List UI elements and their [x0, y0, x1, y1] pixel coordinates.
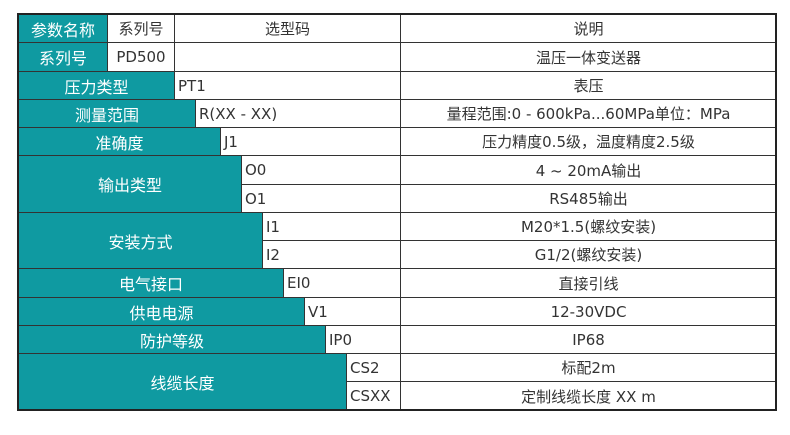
header-code: 选型码: [174, 14, 401, 43]
param-range: 测量范围: [18, 99, 196, 128]
param-power: 供电电源: [18, 297, 305, 326]
code-cable-cs2: CS2: [346, 353, 401, 382]
desc-electrical: 直接引线: [400, 268, 777, 298]
code-power: V1: [304, 297, 401, 326]
code-electrical: EI0: [283, 268, 401, 298]
empty-cell: [174, 42, 401, 72]
param-pressure-type: 压力类型: [18, 71, 175, 100]
param-output-type: 输出类型: [18, 155, 242, 213]
code-pressure-type: PT1: [174, 71, 401, 100]
desc-install-i1: M20*1.5(螺纹安装): [400, 212, 777, 241]
code-output-o0: O0: [241, 155, 401, 185]
code-install-i2: I2: [262, 240, 401, 269]
desc-series: 温压一体变送器: [400, 42, 777, 72]
param-series: 系列号: [18, 42, 108, 72]
desc-cable-csxx: 定制线缆长度 XX m: [400, 381, 777, 411]
param-install: 安装方式: [18, 212, 263, 269]
code-output-o1: O1: [241, 184, 401, 213]
desc-power: 12-30VDC: [400, 297, 777, 326]
param-cable: 线缆长度: [18, 353, 347, 411]
header-desc: 说明: [400, 14, 777, 43]
desc-output-o1: RS485输出: [400, 184, 777, 213]
param-accuracy: 准确度: [18, 127, 221, 156]
desc-accuracy: 压力精度0.5级，温度精度2.5级: [400, 127, 777, 156]
header-series: 系列号: [107, 14, 175, 43]
code-accuracy: J1: [220, 127, 401, 156]
desc-range: 量程范围:0 - 600kPa...60MPa单位：MPa: [400, 99, 777, 128]
desc-protection: IP68: [400, 325, 777, 354]
desc-cable-cs2: 标配2m: [400, 353, 777, 382]
param-electrical: 电气接口: [18, 268, 284, 298]
code-protection: IP0: [325, 325, 401, 354]
code-cable-csxx: CSXX: [346, 381, 401, 411]
desc-output-o0: 4 ~ 20mA输出: [400, 155, 777, 185]
desc-install-i2: G1/2(螺纹安装): [400, 240, 777, 269]
code-series: PD500: [107, 42, 175, 72]
code-range: R(XX - XX): [195, 99, 401, 128]
param-protection: 防护等级: [18, 325, 326, 354]
header-param-name: 参数名称: [18, 14, 108, 43]
desc-pressure-type: 表压: [400, 71, 777, 100]
code-install-i1: I1: [262, 212, 401, 241]
